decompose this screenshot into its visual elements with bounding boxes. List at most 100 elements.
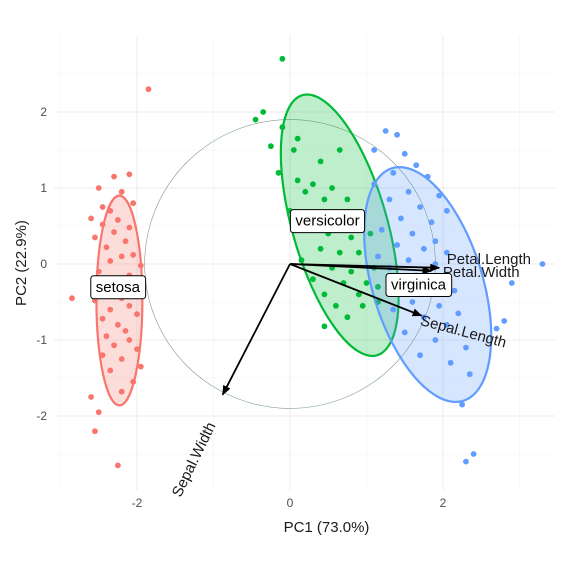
setosa-point bbox=[95, 185, 102, 191]
versicolor-point bbox=[321, 196, 328, 203]
virginica-point bbox=[455, 310, 462, 317]
y-tick-label: 0 bbox=[40, 257, 47, 271]
versicolor-point bbox=[348, 268, 355, 275]
virginica-point bbox=[386, 196, 393, 203]
versicolor-point bbox=[317, 158, 324, 165]
setosa-point bbox=[126, 302, 133, 309]
versicolor-point bbox=[375, 283, 381, 290]
virginica-point bbox=[459, 401, 466, 408]
virginica-point bbox=[463, 458, 469, 465]
virginica-point bbox=[405, 257, 412, 264]
setosa-point bbox=[92, 428, 98, 435]
series-setosa bbox=[69, 86, 152, 469]
setosa-point bbox=[88, 394, 94, 400]
x-tick-label: 2 bbox=[440, 496, 447, 510]
versicolor-point bbox=[252, 116, 259, 123]
versicolor-point bbox=[321, 323, 328, 330]
versicolor-point bbox=[363, 280, 370, 286]
virginica-point bbox=[409, 230, 416, 237]
y-tick-label: -2 bbox=[36, 409, 47, 423]
virginica-point bbox=[436, 192, 443, 199]
versicolor-group-label: versicolor bbox=[289, 209, 366, 234]
setosa-label-box bbox=[90, 275, 147, 300]
setosa-point bbox=[107, 367, 114, 374]
virginica-point bbox=[390, 306, 397, 313]
setosa-point bbox=[99, 352, 106, 359]
versicolor-point bbox=[267, 143, 274, 150]
versicolor-point bbox=[298, 257, 305, 264]
versicolor-label-text: versicolor bbox=[295, 213, 359, 230]
virginica-point bbox=[470, 451, 477, 457]
setosa-point bbox=[126, 171, 133, 178]
virginica-point bbox=[398, 215, 404, 222]
setosa-point bbox=[95, 409, 102, 416]
versicolor-point bbox=[294, 177, 301, 184]
virginica-point bbox=[401, 329, 408, 336]
virginica-point bbox=[466, 371, 473, 378]
setosa-point bbox=[111, 342, 117, 349]
virginica-point bbox=[424, 173, 431, 180]
virginica-point bbox=[432, 238, 439, 245]
virginica-point bbox=[447, 359, 454, 366]
virginica-point bbox=[413, 162, 420, 169]
setosa-point bbox=[107, 258, 114, 264]
virginica-point bbox=[436, 302, 443, 309]
variable-label: Petal.Length bbox=[447, 251, 531, 268]
setosa-point bbox=[134, 346, 140, 353]
virginica-point bbox=[375, 253, 381, 260]
versicolor-point bbox=[336, 147, 343, 153]
virginica-point bbox=[432, 337, 439, 343]
setosa-point bbox=[114, 462, 121, 469]
versicolor-point bbox=[260, 109, 267, 115]
setosa-point bbox=[137, 363, 144, 370]
versicolor-point bbox=[279, 124, 286, 131]
virginica-point bbox=[443, 249, 450, 256]
virginica-point bbox=[428, 219, 435, 226]
setosa-point bbox=[126, 337, 133, 343]
virginica-point bbox=[501, 318, 508, 324]
virginica-point bbox=[382, 128, 389, 134]
virginica-point bbox=[443, 321, 450, 328]
setosa-point bbox=[130, 251, 137, 258]
virginica-point bbox=[463, 344, 469, 351]
virginica-point bbox=[493, 325, 500, 332]
virginica-point bbox=[405, 188, 412, 195]
versicolor-point bbox=[348, 234, 355, 241]
versicolor-point bbox=[294, 135, 301, 142]
versicolor-point bbox=[355, 249, 362, 256]
setosa-point bbox=[111, 229, 117, 235]
versicolor-point bbox=[302, 188, 309, 195]
virginica-point bbox=[443, 207, 450, 214]
setosa-point bbox=[92, 234, 98, 241]
virginica-point bbox=[508, 280, 515, 286]
setosa-point bbox=[118, 188, 125, 195]
virginica-point bbox=[390, 169, 397, 176]
setosa-point bbox=[103, 333, 110, 340]
versicolor-point bbox=[367, 230, 374, 237]
virginica-group-label: virginica bbox=[385, 273, 453, 298]
virginica-point bbox=[451, 287, 458, 294]
virginica-point bbox=[394, 131, 400, 138]
plot-area: -2 0 2 -2 -1 0 1 2 PC1 (73.0%) PC2 (22.9%) Petal.L… bbox=[13, 36, 555, 536]
versicolor-point bbox=[333, 302, 339, 309]
setosa-point bbox=[137, 262, 144, 269]
virginica-point bbox=[371, 147, 378, 153]
y-tick-label: -1 bbox=[36, 333, 47, 347]
versicolor-point bbox=[336, 249, 343, 256]
setosa-point bbox=[99, 315, 106, 322]
versicolor-point bbox=[321, 291, 328, 298]
versicolor-point bbox=[359, 302, 366, 309]
variable-label: Petal.Width bbox=[443, 264, 520, 281]
setosa-point bbox=[145, 86, 152, 93]
setosa-point bbox=[99, 204, 106, 210]
setosa-point bbox=[69, 295, 75, 302]
versicolor-point bbox=[290, 147, 297, 153]
x-tick-label: 0 bbox=[287, 496, 294, 510]
setosa-point bbox=[107, 306, 114, 313]
setosa-point bbox=[107, 207, 114, 214]
virginica-point bbox=[417, 352, 423, 359]
versicolor-label-box bbox=[289, 209, 366, 234]
setosa-point bbox=[126, 224, 133, 231]
setosa-point bbox=[114, 217, 121, 223]
